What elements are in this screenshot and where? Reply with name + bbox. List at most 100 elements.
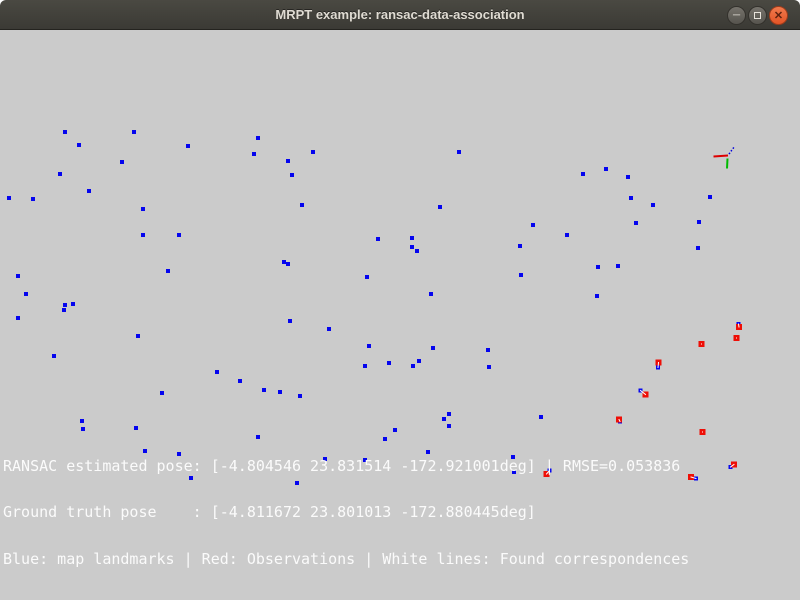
correspondence-line [545, 469, 551, 475]
landmark-dot [417, 359, 421, 363]
pose-axis-marker [713, 146, 736, 169]
landmark-dot [431, 346, 435, 350]
landmark-dot [288, 319, 292, 323]
correspondence-line [657, 361, 660, 369]
status-overlay: RANSAC estimated pose: [-4.804546 23.831… [3, 428, 689, 599]
landmark-dot [132, 130, 136, 134]
landmark-dot [487, 365, 491, 369]
landmark-dot [141, 207, 145, 211]
landmark-dot [426, 450, 430, 454]
correspondence-line [690, 476, 697, 480]
correspondence-line [729, 463, 735, 468]
pose-axis-x [713, 154, 729, 158]
landmark-dot [278, 390, 282, 394]
landmark-dot [63, 303, 67, 307]
landmark-dot [52, 354, 56, 358]
landmark-dot [286, 262, 290, 266]
landmark-dot [393, 428, 397, 432]
landmark-dot [531, 223, 535, 227]
landmark-dot [166, 269, 170, 273]
landmark-dot [697, 220, 701, 224]
landmark-dot [81, 427, 85, 431]
landmark-dot [120, 160, 124, 164]
scatter-plot [7, 130, 742, 485]
landmark-dot [327, 327, 331, 331]
landmark-dot [256, 136, 260, 140]
landmark-dot [596, 265, 600, 269]
landmark-dot [539, 415, 543, 419]
landmark-dot [323, 457, 327, 461]
correspondence-lines-layer [545, 323, 740, 480]
titlebar[interactable]: MRPT example: ransac-data-association ─ … [0, 0, 800, 30]
landmark-dot [298, 394, 302, 398]
landmark-dot [134, 426, 138, 430]
landmark-dot [387, 361, 391, 365]
landmarks-layer [7, 130, 741, 485]
landmark-dot [519, 273, 523, 277]
landmark-dot [31, 197, 35, 201]
landmark-dot [415, 249, 419, 253]
close-button[interactable]: ✕ [769, 6, 788, 25]
landmark-dot [696, 246, 700, 250]
landmark-dot [410, 245, 414, 249]
landmark-dot [634, 221, 638, 225]
maximize-icon [754, 12, 761, 19]
landmark-dot [238, 379, 242, 383]
landmark-dot [295, 481, 299, 485]
landmark-dot [651, 203, 655, 207]
landmark-dot [189, 476, 193, 480]
landmark-dot [438, 205, 442, 209]
landmark-dot [429, 292, 433, 296]
landmark-dot [411, 364, 415, 368]
landmark-dot [177, 233, 181, 237]
pose-axis-z [728, 146, 736, 155]
landmark-dot [363, 458, 367, 462]
minimize-button[interactable]: ─ [727, 6, 746, 25]
correspondence-line [639, 389, 647, 396]
landmark-dot [24, 292, 28, 296]
status-line-legend: Blue: map landmarks | Red: Observations … [3, 549, 690, 568]
landmark-dot [518, 244, 522, 248]
maximize-button[interactable] [748, 6, 767, 25]
landmark-dot [311, 150, 315, 154]
landmark-dot [604, 167, 608, 171]
landmark-dot [512, 470, 516, 474]
landmark-dot [16, 316, 20, 320]
landmark-dot [442, 417, 446, 421]
landmark-dot [282, 260, 286, 264]
landmark-dot [160, 391, 164, 395]
landmark-dot [511, 455, 515, 459]
landmark-dot [215, 370, 219, 374]
landmark-dot [595, 294, 599, 298]
landmark-dot [410, 236, 414, 240]
status-line-ransac-pose: RANSAC estimated pose: [-4.804546 23.831… [3, 456, 681, 475]
landmark-dot [62, 308, 66, 312]
landmark-dot [581, 172, 585, 176]
landmark-dot [87, 189, 91, 193]
landmark-dot [457, 150, 461, 154]
landmark-dot [136, 334, 140, 338]
landmark-dot [616, 264, 620, 268]
landmark-dot [256, 435, 260, 439]
landmark-dot [629, 196, 633, 200]
landmark-dot [80, 419, 84, 423]
landmark-dot [626, 175, 630, 179]
landmark-dot [71, 302, 75, 306]
landmark-dot [486, 348, 490, 352]
landmark-dot [367, 344, 371, 348]
window-title: MRPT example: ransac-data-association [275, 7, 525, 22]
gl-viewport[interactable]: RANSAC estimated pose: [-4.804546 23.831… [0, 30, 800, 600]
correspondence-line [737, 323, 740, 328]
landmark-dot [186, 144, 190, 148]
close-icon: ✕ [773, 9, 784, 22]
landmark-dot [143, 449, 147, 453]
landmark-dot [177, 452, 181, 456]
pose-axis-y [726, 158, 729, 169]
landmark-dot [565, 233, 569, 237]
landmark-dot [290, 173, 294, 177]
window-controls: ─ ✕ [727, 6, 788, 25]
landmark-dot [383, 437, 387, 441]
landmark-dot [708, 195, 712, 199]
landmark-dot [363, 364, 367, 368]
